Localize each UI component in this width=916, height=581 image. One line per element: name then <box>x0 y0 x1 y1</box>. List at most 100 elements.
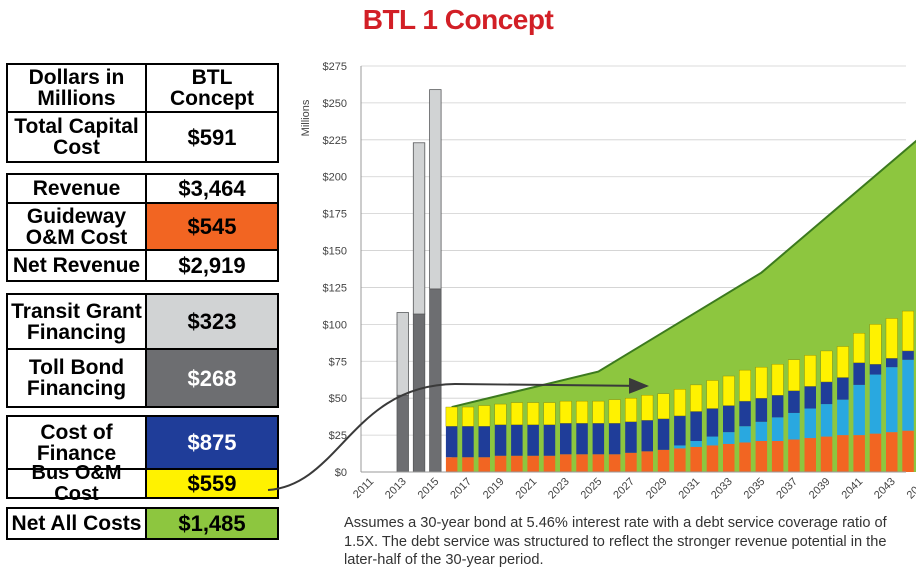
cost-bar-2032 <box>706 436 719 446</box>
label-net-all-costs: Net All Costs <box>8 509 145 538</box>
value-guideway-om-cost: $545 <box>147 204 277 249</box>
cost-bar-2034 <box>739 442 751 472</box>
capital-bar-2015 <box>429 89 442 290</box>
cost-bar-2023 <box>559 400 572 424</box>
y-tick-label: $200 <box>323 172 347 184</box>
cost-bar-2020 <box>511 455 523 472</box>
cost-bar-2028 <box>641 451 653 472</box>
x-tick-label: 2025 <box>579 476 605 502</box>
revenue-area <box>451 141 916 472</box>
x-tick-label: 2017 <box>448 476 474 502</box>
cost-bar-2028 <box>641 420 653 452</box>
cost-bar-2042 <box>869 374 882 434</box>
cost-bar-2027 <box>625 397 637 423</box>
label-net-revenue: Net Revenue <box>8 251 145 280</box>
cost-bar-2023 <box>560 454 572 472</box>
y-tick-label: $150 <box>323 246 347 258</box>
cost-bar-2040 <box>836 346 849 378</box>
cost-bar-2039 <box>820 350 833 383</box>
cost-bar-2033 <box>723 405 735 433</box>
cost-bar-2044 <box>902 310 914 352</box>
cost-bar-2029 <box>657 418 670 450</box>
label-cost-of-finance: Cost of Finance <box>8 417 145 468</box>
cost-bar-2017 <box>462 406 474 427</box>
cost-bar-2025 <box>592 400 605 424</box>
x-tick-label: 2019 <box>481 476 507 502</box>
cost-bar-2019 <box>494 455 507 472</box>
cost-bar-2030 <box>674 445 686 449</box>
cost-bar-2026 <box>608 454 621 472</box>
cost-bar-2016 <box>445 426 458 458</box>
value-net-revenue: $2,919 <box>147 251 277 280</box>
revenue-line <box>451 139 916 409</box>
cost-bar-2016 <box>445 406 458 427</box>
value-net-all-costs: $1,485 <box>147 509 277 538</box>
cost-bar-2017 <box>462 426 474 458</box>
capital-bar-2015 <box>429 288 442 473</box>
table-net-all: Net All Costs $1,485 <box>6 507 279 540</box>
cost-bar-2037 <box>788 390 800 413</box>
cost-bar-2037 <box>788 412 800 440</box>
cost-bar-2032 <box>706 445 719 472</box>
cost-bar-2033 <box>722 375 735 406</box>
cost-bar-2040 <box>837 435 849 472</box>
cost-bar-2038 <box>804 408 816 439</box>
cost-bar-2030 <box>674 448 686 472</box>
cost-bar-2026 <box>608 399 621 424</box>
cost-bar-2034 <box>739 369 751 402</box>
cost-bar-2037 <box>788 359 800 391</box>
cost-bar-2038 <box>804 438 816 472</box>
value-cost-of-finance: $875 <box>147 417 277 468</box>
capital-bar-2013 <box>396 394 409 473</box>
x-tick-label: 2031 <box>676 476 702 502</box>
cost-bar-2038 <box>804 386 816 409</box>
y-tick-label: $0 <box>335 467 347 479</box>
label-revenue: Revenue <box>8 175 145 202</box>
value-bus-om-cost: $559 <box>147 470 277 497</box>
y-tick-label: $250 <box>323 98 347 110</box>
y-tick-label: $175 <box>323 209 347 221</box>
cost-bar-2043 <box>886 358 898 368</box>
y-tick-label: $125 <box>323 282 347 294</box>
chart-note: Assumes a 30-year bond at 5.46% interest… <box>344 515 887 569</box>
cost-bar-2024 <box>576 454 588 472</box>
cost-bar-2039 <box>820 436 833 472</box>
x-tick-label: 2045 <box>905 476 916 502</box>
table-costs: Cost of Finance $875 Bus O&M Cost $559 <box>6 415 279 504</box>
x-tick-label: 2039 <box>807 476 833 502</box>
cost-bar-2030 <box>674 415 686 446</box>
header-btl-concept: BTL Concept <box>147 65 277 111</box>
cost-bar-2021 <box>527 424 539 456</box>
y-tick-label: $25 <box>329 430 347 442</box>
annotation-arrow <box>267 377 649 491</box>
cost-bar-2036 <box>771 417 784 441</box>
cost-bar-2043 <box>886 367 898 433</box>
cost-bar-2043 <box>885 318 898 359</box>
cost-bar-2023 <box>560 423 572 455</box>
capital-bar-2013 <box>396 312 409 396</box>
table-revenue: Revenue $3,464 Guideway O&M Cost $545 Ne… <box>6 173 279 282</box>
cost-bar-2026 <box>608 423 621 455</box>
cost-bar-2027 <box>625 421 637 453</box>
cost-bar-2028 <box>641 395 654 421</box>
cost-bar-2031 <box>690 440 702 447</box>
cost-bar-2042 <box>869 364 882 375</box>
cost-bar-2018 <box>478 426 490 458</box>
label-toll-bond-financing: Toll Bond Financing <box>8 350 145 406</box>
cost-bar-2021 <box>527 455 539 472</box>
cost-bar-2033 <box>723 432 735 444</box>
cost-bar-2029 <box>657 449 670 472</box>
x-tick-label: 2015 <box>416 476 442 502</box>
cost-bar-2031 <box>690 384 703 412</box>
capital-bar-2014 <box>412 313 426 473</box>
cost-bar-2018 <box>478 457 490 472</box>
x-tick-label: 2023 <box>546 476 572 502</box>
cost-bar-2041 <box>853 384 865 436</box>
cost-bar-2034 <box>739 426 751 443</box>
x-tick-label: 2033 <box>709 476 735 502</box>
cost-bar-2020 <box>511 424 523 456</box>
x-tick-label: 2013 <box>383 476 409 502</box>
table-financing: Transit Grant Financing $323 Toll Bond F… <box>6 293 279 408</box>
cost-bar-2016 <box>445 457 458 472</box>
cost-bar-2024 <box>576 423 588 455</box>
